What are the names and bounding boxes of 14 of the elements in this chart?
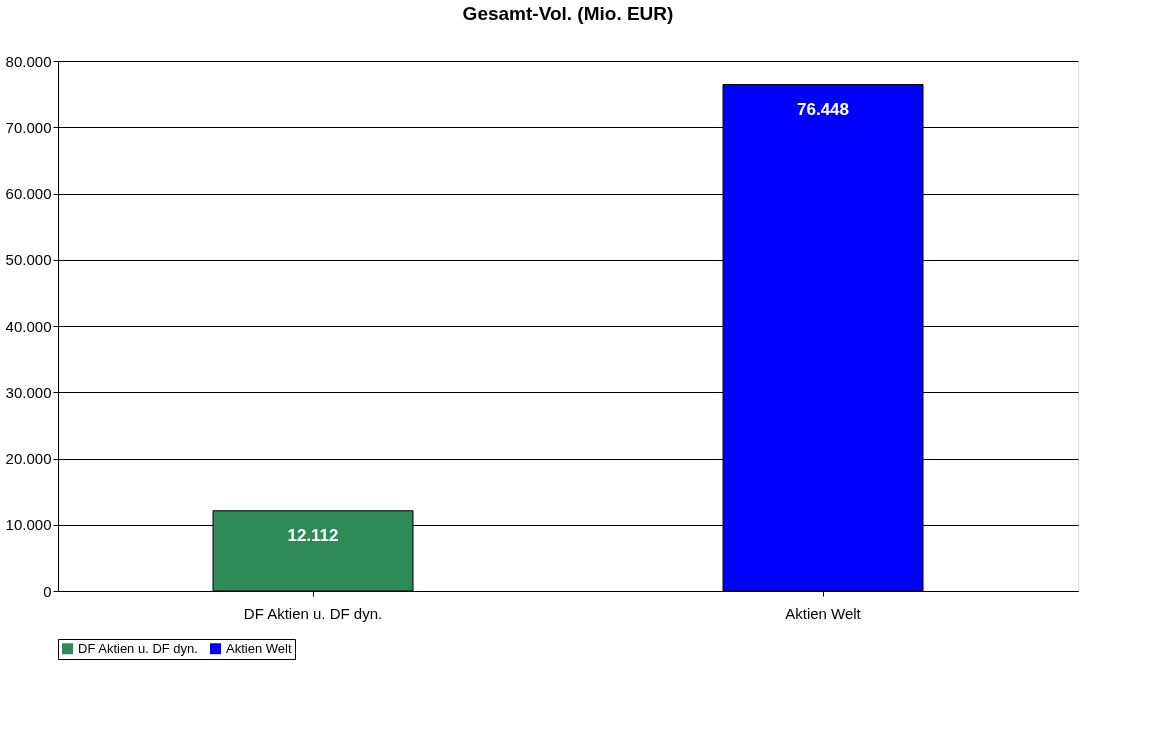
y-tick-label: 10.000 <box>5 516 52 534</box>
y-tick-label: 0 <box>43 582 52 600</box>
data-label: 12.112 <box>287 525 339 545</box>
data-label: 76.448 <box>797 99 849 119</box>
y-tick-label: 20.000 <box>5 450 52 467</box>
y-tick-label: 40.000 <box>5 317 52 335</box>
legend-label: Aktien Welt <box>226 640 292 656</box>
chart-title: Gesamt-Vol. (Mio. EUR) <box>462 3 674 24</box>
y-tick-label: 30.000 <box>5 383 52 401</box>
y-tick-label: 80.000 <box>5 52 52 70</box>
y-tick-label: 60.000 <box>5 185 52 202</box>
y-tick-label: 70.000 <box>5 118 52 136</box>
y-tick-label: 50.000 <box>5 251 52 269</box>
legend-label: DF Aktien u. DF dyn. <box>78 640 198 656</box>
